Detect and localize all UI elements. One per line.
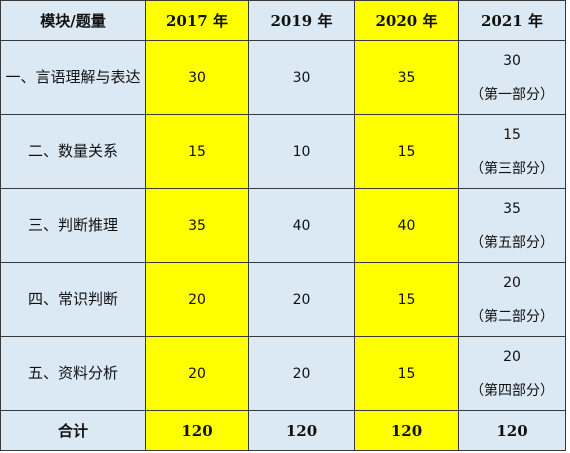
- table-row: 一、言语理解与表达 30 30 35 30 （第一部分）: [0, 40, 566, 115]
- total-2021: 120: [458, 410, 566, 451]
- header-2020: 2020 年: [354, 0, 459, 41]
- value-2021-part: （第二部分）: [470, 308, 554, 325]
- header-2019: 2019 年: [248, 0, 355, 41]
- value-2021-count: 35: [503, 200, 521, 217]
- value-2017: 15: [145, 114, 249, 189]
- value-2021-part: （第一部分）: [470, 86, 554, 103]
- value-2020: 35: [354, 40, 459, 115]
- value-2021: 20 （第四部分）: [458, 336, 566, 411]
- value-2020: 40: [354, 188, 459, 263]
- value-2020: 15: [354, 336, 459, 411]
- value-2021: 35 （第五部分）: [458, 188, 566, 263]
- value-2020: 15: [354, 114, 459, 189]
- total-row: 合计 120 120 120 120: [0, 410, 566, 451]
- total-2020: 120: [354, 410, 459, 451]
- header-2021: 2021 年: [458, 0, 566, 41]
- value-2019: 30: [248, 40, 355, 115]
- total-label: 合计: [0, 410, 146, 451]
- value-2021-count: 15: [503, 126, 521, 143]
- value-2019: 40: [248, 188, 355, 263]
- total-2017: 120: [145, 410, 249, 451]
- module-cell: 三、判断推理: [0, 188, 146, 263]
- table-row: 三、判断推理 35 40 40 35 （第五部分）: [0, 188, 566, 263]
- value-2020: 15: [354, 262, 459, 337]
- value-2021-count: 20: [503, 348, 521, 365]
- header-row: 模块/题量 2017 年 2019 年 2020 年 2021 年: [0, 0, 566, 41]
- value-2017: 20: [145, 262, 249, 337]
- module-cell: 一、言语理解与表达: [0, 40, 146, 115]
- value-2017: 35: [145, 188, 249, 263]
- value-2019: 10: [248, 114, 355, 189]
- header-module: 模块/题量: [0, 0, 146, 41]
- value-2019: 20: [248, 336, 355, 411]
- value-2021-part: （第五部分）: [470, 234, 554, 251]
- value-2019: 20: [248, 262, 355, 337]
- module-cell: 五、资料分析: [0, 336, 146, 411]
- value-2021: 30 （第一部分）: [458, 40, 566, 115]
- value-2017: 20: [145, 336, 249, 411]
- module-cell: 二、数量关系: [0, 114, 146, 189]
- total-2019: 120: [248, 410, 355, 451]
- table-row: 二、数量关系 15 10 15 15 （第三部分）: [0, 114, 566, 189]
- value-2021: 20 （第二部分）: [458, 262, 566, 337]
- module-cell: 四、常识判断: [0, 262, 146, 337]
- value-2021: 15 （第三部分）: [458, 114, 566, 189]
- table-row: 四、常识判断 20 20 15 20 （第二部分）: [0, 262, 566, 337]
- value-2021-count: 20: [503, 274, 521, 291]
- value-2021-part: （第四部分）: [470, 382, 554, 399]
- value-2021-count: 30: [503, 52, 521, 69]
- value-2021-part: （第三部分）: [470, 160, 554, 177]
- header-2017: 2017 年: [145, 0, 249, 41]
- value-2017: 30: [145, 40, 249, 115]
- table-row: 五、资料分析 20 20 15 20 （第四部分）: [0, 336, 566, 411]
